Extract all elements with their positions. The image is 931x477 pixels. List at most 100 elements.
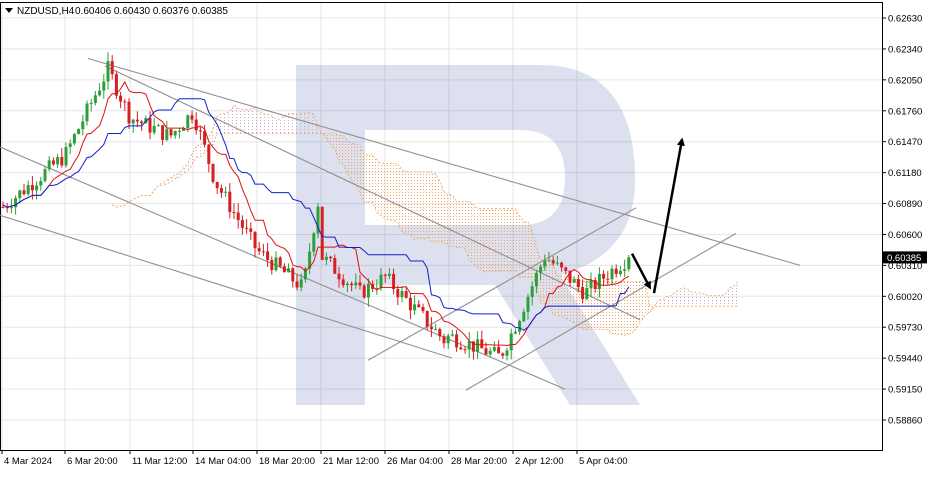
y-tick-label: 0.59440 <box>888 354 922 365</box>
kumo-segment <box>469 201 474 264</box>
candle-body <box>387 273 391 276</box>
kumo-segment <box>267 114 272 134</box>
chart-header: NZDUSD,H4 0.60406 0.60430 0.60376 0.6038… <box>5 6 228 17</box>
kumo-segment <box>498 208 503 272</box>
candle-body <box>446 335 450 344</box>
candle-body <box>110 61 114 75</box>
x-tick-label: 26 Mar 04:00 <box>387 456 443 467</box>
trend-line <box>465 232 737 391</box>
kumo-segment <box>368 154 373 203</box>
trend-line <box>367 207 637 361</box>
candle-body <box>9 207 13 209</box>
kumo-segment <box>460 201 465 249</box>
candle-body <box>501 353 505 356</box>
kumo-segment <box>733 281 738 307</box>
kumo-segment <box>700 292 705 307</box>
candle-body <box>169 129 173 136</box>
kumo-segment <box>406 171 411 235</box>
kumo-segment <box>343 135 348 174</box>
kumo-segment <box>511 208 516 272</box>
kumo-segment <box>234 104 239 134</box>
candle-body <box>30 185 34 191</box>
candle-body <box>236 212 240 221</box>
triangle-down-icon[interactable] <box>5 8 13 13</box>
kumo-segment <box>179 167 184 178</box>
kumo-segment <box>242 109 247 134</box>
kumo-segment <box>687 289 692 307</box>
candle-body <box>333 258 337 274</box>
candle-body <box>492 347 496 351</box>
candle-body <box>177 130 181 132</box>
candle-body <box>224 191 228 193</box>
kumo-segment <box>637 281 642 328</box>
candle-body <box>140 121 144 124</box>
candle-body <box>257 248 261 252</box>
kumo-segment <box>271 115 276 134</box>
kumo-segment <box>372 154 377 212</box>
candle-body <box>476 339 480 352</box>
kumo-segment <box>276 119 281 134</box>
candle-body <box>261 251 265 253</box>
time-axis[interactable]: 4 Mar 2024 6 Mar 20:00 11 Mar 12:00 14 Mar … <box>1 450 628 467</box>
kumo-segment <box>725 287 730 307</box>
candle-body <box>119 95 123 102</box>
candle-body <box>232 212 236 214</box>
candle-body <box>547 260 551 262</box>
candle-body <box>551 260 555 264</box>
candle-body <box>362 285 366 298</box>
candle-body <box>396 289 400 298</box>
candle-body <box>85 103 89 122</box>
ichimoku-cloud <box>112 104 739 337</box>
kumo-segment <box>494 208 499 272</box>
kumo-segment <box>259 111 264 134</box>
candle-body <box>135 119 139 122</box>
price-axis[interactable]: 0.62630 0.62340 0.62050 0.61760 0.61470 0.611… <box>882 14 922 427</box>
kumo-segment <box>456 201 461 248</box>
candle-body <box>274 257 278 271</box>
kumo-segment <box>376 159 381 216</box>
kumo-segment <box>721 294 726 307</box>
kumo-segment <box>717 295 722 307</box>
candle-body <box>354 282 358 286</box>
kumo-segment <box>448 194 453 247</box>
candle-body <box>98 90 102 96</box>
candle-body <box>152 126 156 133</box>
kumo-segment <box>410 171 415 240</box>
candle-body <box>572 279 576 283</box>
candle-body <box>198 130 202 132</box>
kumo-segment <box>444 191 449 247</box>
y-tick-label: 0.62050 <box>888 75 922 86</box>
candle-body <box>190 115 194 120</box>
candle-body <box>459 347 463 350</box>
kumo-segment <box>427 171 432 242</box>
candle-body <box>282 266 286 273</box>
forecast-arrows <box>630 137 685 294</box>
candle-body <box>93 95 97 104</box>
candle-body <box>518 321 522 332</box>
candle-body <box>429 326 433 330</box>
kumo-segment <box>192 145 197 165</box>
candle-body <box>383 274 387 276</box>
candle-body <box>266 251 270 261</box>
candle-body <box>471 341 475 352</box>
candle-body <box>295 281 299 288</box>
kumo-segment <box>691 291 696 307</box>
candle-body <box>610 268 614 280</box>
candle-body <box>127 101 131 124</box>
kumo-segment <box>620 281 625 336</box>
kumo-segment <box>166 177 171 185</box>
candle-body <box>350 283 354 286</box>
kumo-segment <box>339 135 344 166</box>
candle-body <box>39 180 43 186</box>
kumo-segment <box>418 171 423 240</box>
candle-body <box>291 268 295 282</box>
tenkan-sen-line <box>2 80 630 346</box>
candle-body <box>18 190 22 199</box>
y-tick-label: 0.60890 <box>888 199 922 210</box>
candle-body <box>480 339 484 349</box>
kumo-segment <box>452 194 457 248</box>
candle-body <box>1 206 5 208</box>
kumo-segment <box>561 275 566 319</box>
